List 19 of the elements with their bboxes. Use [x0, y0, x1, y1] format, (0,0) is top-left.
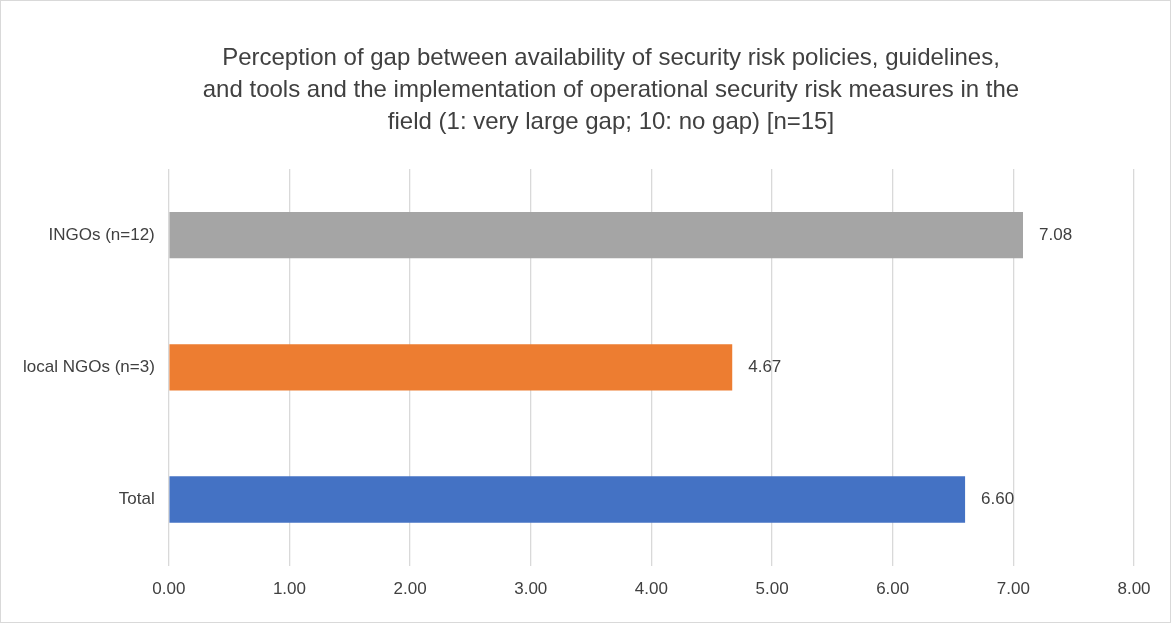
data-label: 7.08: [1039, 224, 1073, 244]
x-tick-label: 5.00: [755, 579, 789, 599]
y-tick-label: local NGOs (n=3): [22, 356, 155, 376]
x-tick-label: 6.00: [876, 579, 910, 599]
x-tick-label: 4.00: [634, 579, 668, 599]
chart-title: Perception of gap between availability of security risk policies, guidelines, and tools and the implementation of operational security risk measures in the field (1: very large gap; 10: no gap) [n=15]: [201, 42, 1021, 136]
x-tick-label: 0.00: [152, 579, 186, 599]
y-tick-label: Total: [118, 489, 155, 509]
x-tick-label: 7.00: [996, 579, 1030, 599]
data-label: 6.60: [981, 489, 1015, 509]
y-tick-label: INGOs (n=12): [48, 224, 155, 244]
x-tick-label: 1.00: [272, 579, 306, 599]
data-label: 4.67: [748, 356, 782, 376]
x-tick-label: 3.00: [514, 579, 548, 599]
x-tick-label: 8.00: [1117, 579, 1151, 599]
bar: [169, 211, 1023, 259]
bar: [169, 476, 966, 523]
x-tick-label: 2.00: [393, 579, 427, 599]
bar: [169, 344, 733, 391]
